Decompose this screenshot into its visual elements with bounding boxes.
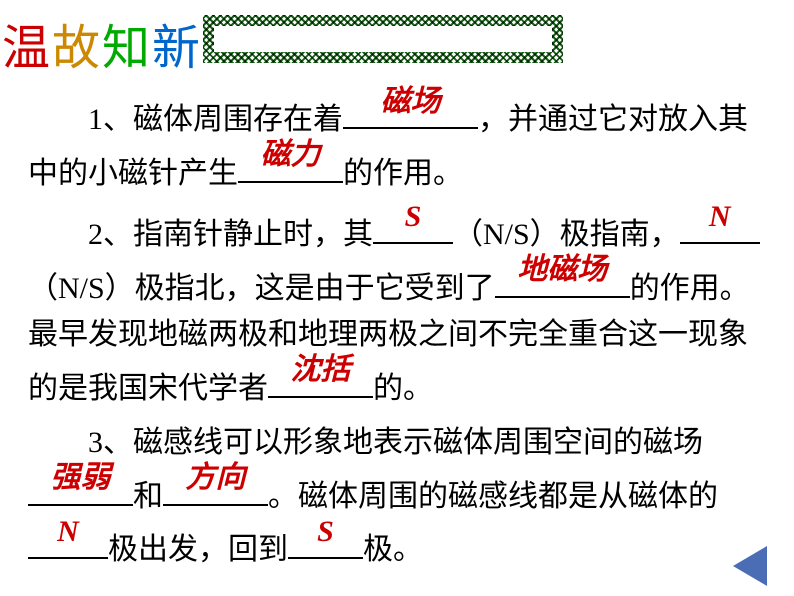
page-title: 温故知新 — [2, 8, 202, 78]
q1-answer-2: 磁力 — [238, 132, 343, 179]
q2-blank-3: 地磁场 — [495, 259, 630, 298]
q3-blank-4: S — [288, 520, 363, 559]
q1-text-suffix: 的作用。 — [343, 157, 463, 190]
question-3: 3、磁感线可以形象地表示磁体周围空间的磁场强弱和方向。磁体周围的磁感线都是从磁体… — [28, 420, 766, 574]
content-area: 1、磁体周围存在着磁场，并通过它对放入其中的小磁针产生磁力的作用。 2、指南针静… — [28, 90, 766, 582]
title-char-2: 故 — [52, 22, 102, 75]
q2-answer-1: S — [373, 194, 453, 241]
q2-answer-2: N — [680, 194, 760, 241]
question-2: 2、指南针静止时，其S（N/S）极指南，N（N/S）极指北，这是由于它受到了地磁… — [28, 205, 766, 412]
q2-blank-4: 沈括 — [268, 359, 373, 398]
q2-text-suffix: 的。 — [373, 372, 433, 405]
title-char-1: 温 — [2, 22, 52, 75]
q3-answer-2: 方向 — [163, 455, 268, 502]
q1-blank-1: 磁场 — [343, 90, 478, 129]
title-char-4: 新 — [152, 22, 202, 75]
q3-text-suffix: 极。 — [363, 533, 423, 566]
q3-answer-3: N — [28, 509, 108, 556]
q2-text-mid2: （N/S）极指北，这是由于它受到了 — [28, 272, 495, 305]
decorative-border-box — [203, 15, 563, 63]
title-char-3: 知 — [102, 22, 152, 75]
q3-answer-4: S — [288, 509, 363, 556]
q1-blank-2: 磁力 — [238, 144, 343, 183]
q3-blank-2: 方向 — [163, 467, 268, 506]
q2-blank-2: N — [680, 205, 760, 244]
question-1: 1、磁体周围存在着磁场，并通过它对放入其中的小磁针产生磁力的作用。 — [28, 90, 766, 197]
q2-text-prefix: 2、指南针静止时，其 — [88, 218, 373, 251]
q1-answer-1: 磁场 — [343, 79, 478, 126]
q2-answer-4: 沈括 — [268, 347, 373, 394]
q3-text-mid3: 极出发，回到 — [108, 533, 288, 566]
q2-blank-1: S — [373, 205, 453, 244]
q2-answer-3: 地磁场 — [495, 247, 630, 294]
q3-text-mid1: 和 — [133, 480, 163, 513]
q3-answer-1: 强弱 — [28, 455, 133, 502]
previous-arrow-icon[interactable] — [733, 546, 767, 586]
q3-blank-1: 强弱 — [28, 467, 133, 506]
q3-blank-3: N — [28, 520, 108, 559]
